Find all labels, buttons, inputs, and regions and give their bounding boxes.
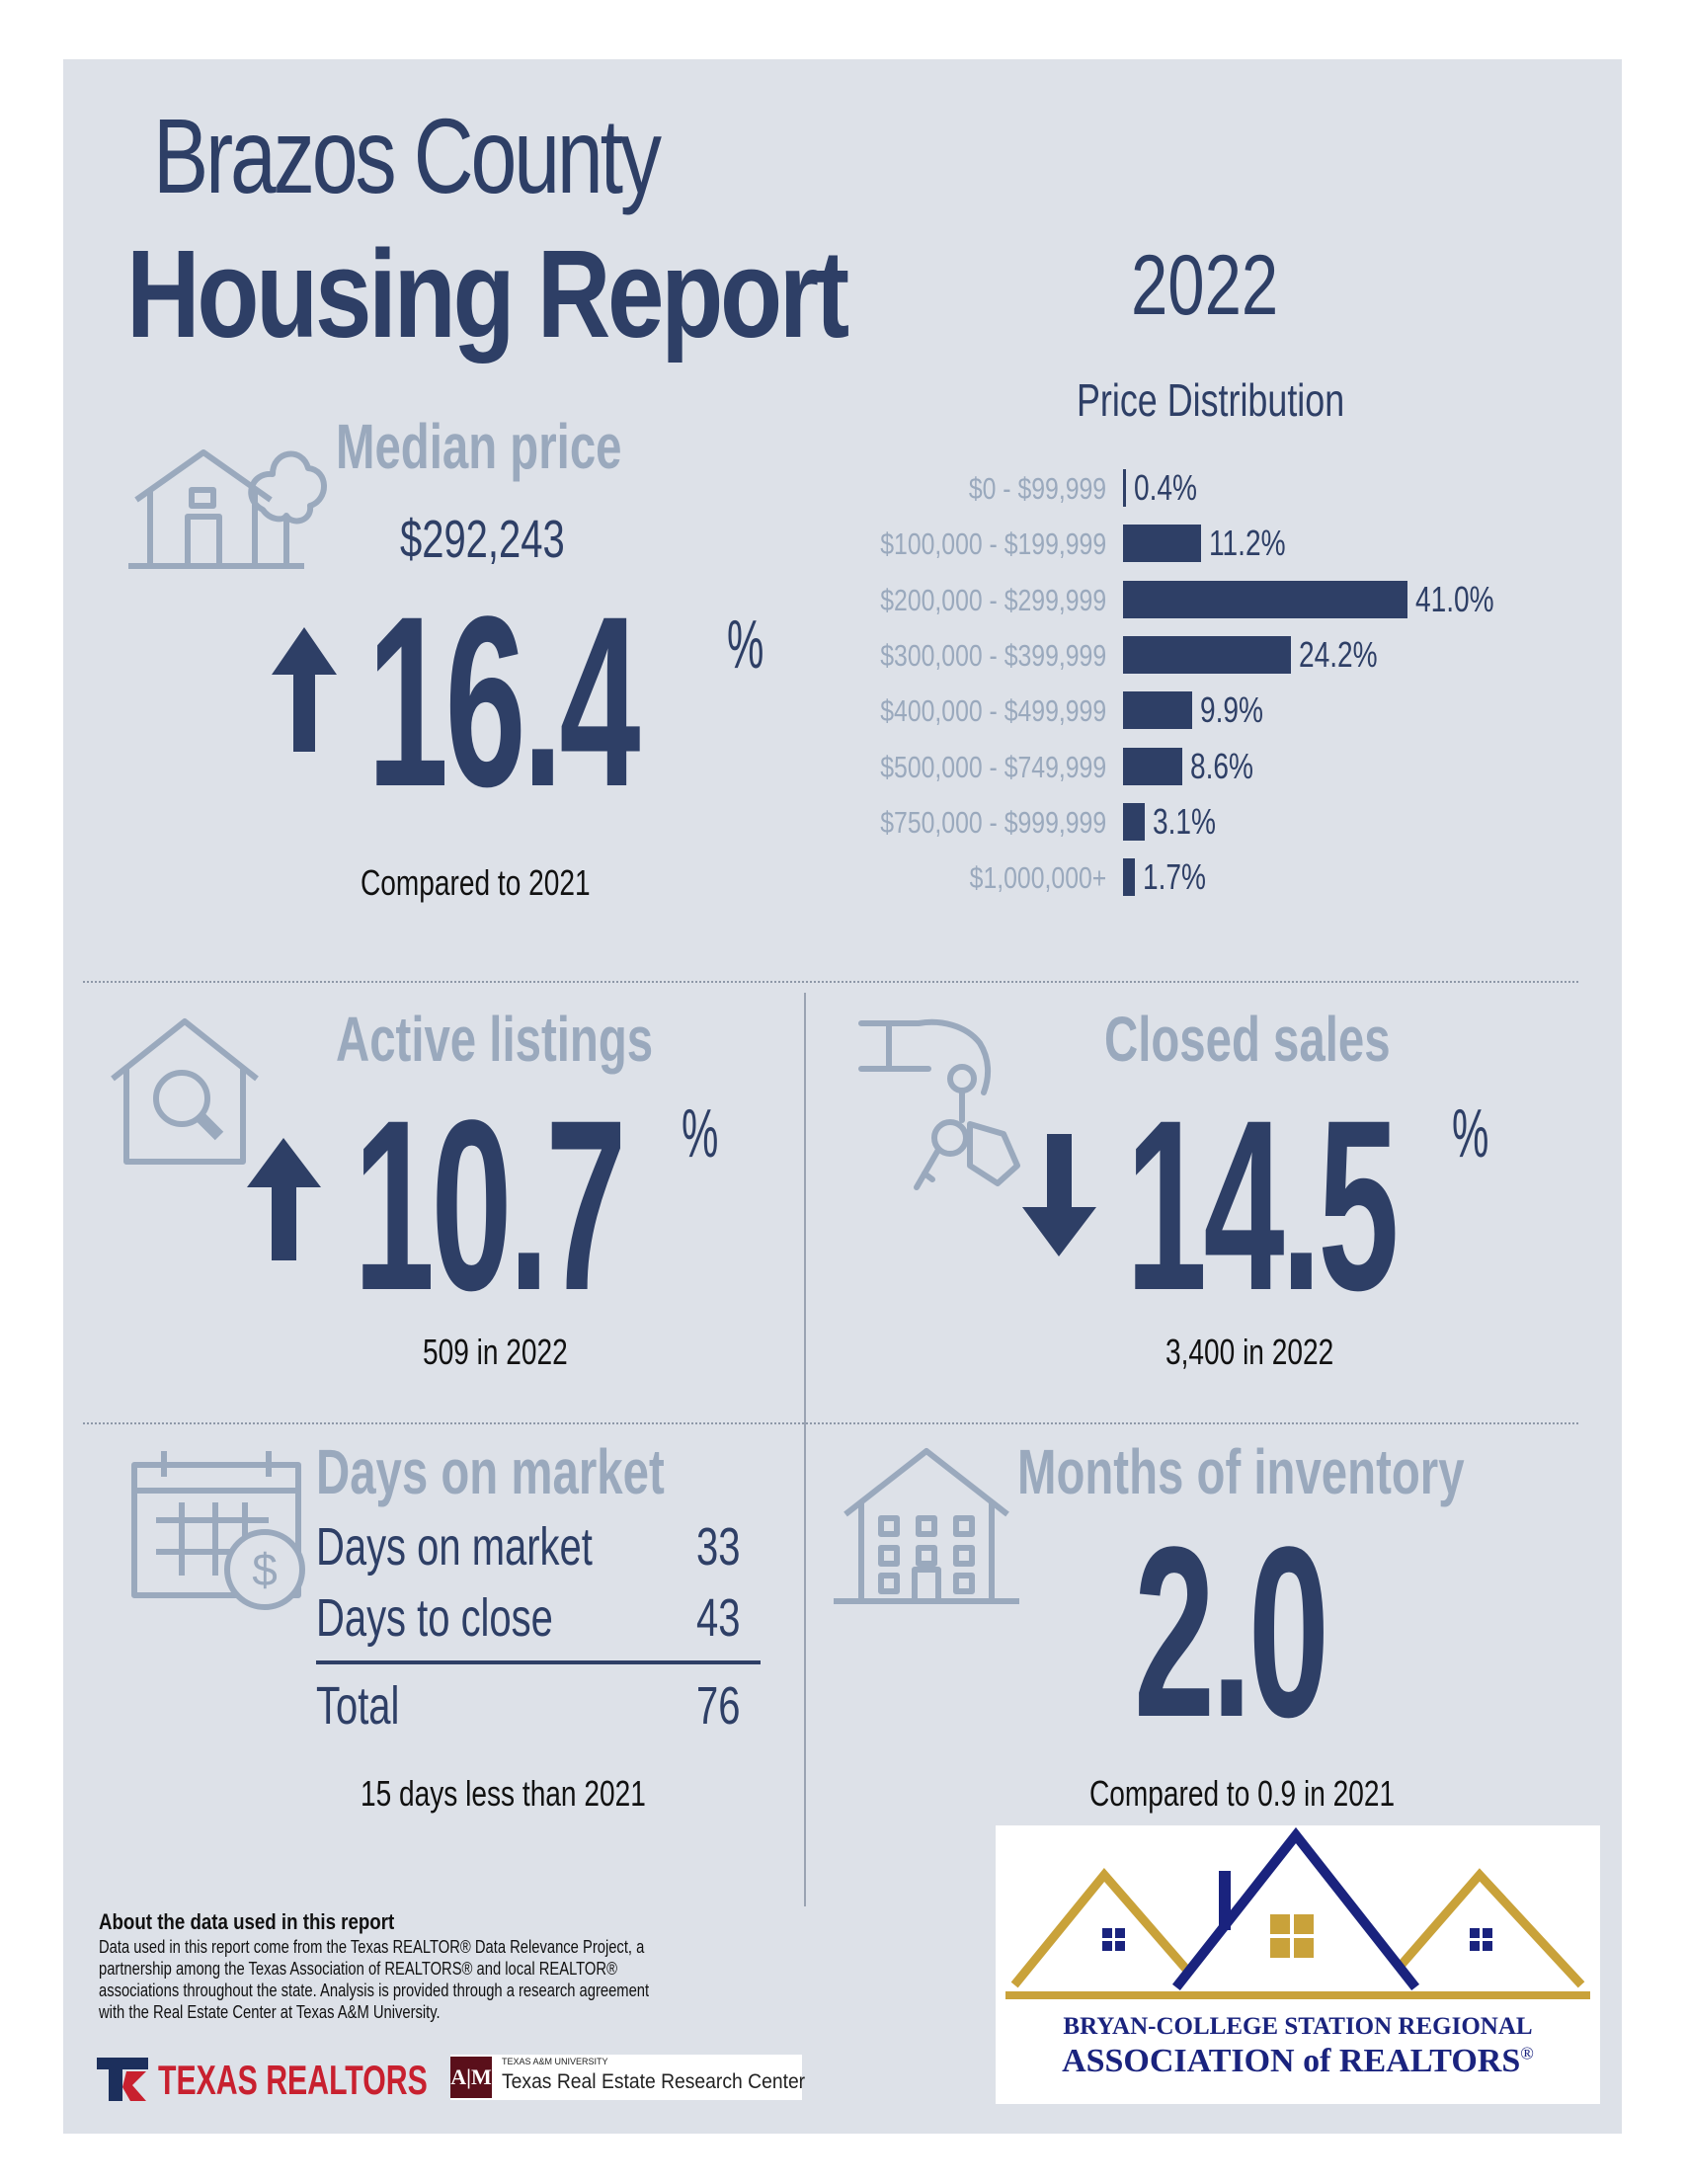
arrow-up-icon [272, 627, 337, 752]
bcs-logo-line2-text: ASSOCIATION of REALTORS [1062, 2043, 1521, 2079]
about-line-2: partnership among the Texas Association … [99, 1959, 617, 1979]
price-distribution-value-label: 9.9% [1199, 689, 1263, 731]
bcs-logo-line1: BRYAN-COLLEGE STATION REGIONAL [1063, 2013, 1533, 2040]
dom-row-value-1: 33 [696, 1517, 741, 1577]
about-line-3: associations throughout the state. Analy… [99, 1981, 650, 2000]
price-range-label: $750,000 - $999,999 [0, 805, 1106, 841]
price-range-label-text: $200,000 - $299,999 [880, 582, 1106, 617]
price-range-label: $200,000 - $299,999 [0, 583, 1106, 618]
months-inventory-heading: Months of inventory [1017, 1436, 1465, 1507]
report-year: 2022 [1131, 238, 1279, 333]
bcs-logo-line2: ASSOCIATION of REALTORS® [996, 2043, 1600, 2080]
dom-total-rule [316, 1660, 761, 1664]
price-range-label: $300,000 - $399,999 [0, 638, 1106, 674]
page-title-line1: Brazos County [153, 96, 662, 215]
price-distribution-bar [1123, 802, 1145, 841]
dom-row-value-2: 43 [696, 1588, 741, 1648]
divider-vertical [804, 993, 806, 1906]
dom-row-label-1: Days on market [316, 1517, 593, 1577]
texas-realtors-logo-text: TEXAS REALTORS [158, 2057, 428, 2103]
divider-horizontal-1 [83, 981, 1578, 983]
tamu-center-text: Texas Real Estate Research Center [502, 2070, 806, 2093]
price-range-label-text: $750,000 - $999,999 [880, 804, 1106, 840]
price-distribution-value-label: 8.6% [1190, 745, 1254, 786]
about-heading: About the data used in this report [99, 1909, 395, 1934]
bcs-association-logo: BRYAN-COLLEGE STATION REGIONAL ASSOCIATI… [996, 1825, 1600, 2104]
months-inventory-value: 2.0 [1134, 1496, 1329, 1768]
closed-sales-percent-sign: % [1452, 1094, 1489, 1172]
calendar-dollar-icon: $ [131, 1451, 305, 1610]
closed-sales-heading: Closed sales [1104, 1004, 1391, 1075]
dom-total-label: Total [316, 1676, 400, 1736]
price-range-label-text: $500,000 - $749,999 [880, 749, 1106, 784]
arrow-down-icon [1022, 1134, 1096, 1256]
active-listings-percent-sign: % [682, 1094, 719, 1172]
price-distribution-bar [1123, 525, 1201, 563]
hand-key-icon [858, 1018, 1020, 1190]
median-price-value: $292,243 [400, 510, 565, 569]
page-title-line2: Housing Report [126, 224, 849, 364]
price-distribution-bar [1123, 580, 1407, 618]
price-distribution-value-label: 11.2% [1208, 523, 1286, 564]
price-range-label-text: $100,000 - $199,999 [880, 526, 1106, 562]
report-card [63, 59, 1622, 2134]
apartment-building-icon [834, 1448, 1019, 1604]
price-range-label-text: $0 - $99,999 [968, 471, 1106, 506]
price-distribution-title: Price Distribution [1077, 374, 1345, 426]
arrow-up-icon [247, 1138, 321, 1260]
bcs-registered-mark: ® [1520, 2043, 1534, 2063]
price-range-label-text: $1,000,000+ [969, 860, 1106, 896]
dom-total-value: 76 [696, 1676, 741, 1736]
closed-sales-note: 3,400 in 2022 [1165, 1332, 1334, 1372]
median-price-heading: Median price [336, 411, 622, 482]
tamu-mark-icon: A|M [450, 2057, 492, 2098]
price-range-label-text: $400,000 - $499,999 [880, 693, 1106, 729]
price-distribution-value-label: 24.2% [1298, 633, 1378, 675]
active-listings-note: 509 in 2022 [423, 1332, 568, 1372]
price-range-label: $500,000 - $749,999 [0, 750, 1106, 785]
price-distribution-value-label: 1.7% [1142, 856, 1206, 898]
tamu-small-text: TEXAS A&M UNIVERSITY [502, 2057, 608, 2066]
price-distribution-bar [1123, 858, 1135, 897]
house-search-icon [111, 1018, 259, 1165]
price-distribution-value-label: 41.0% [1415, 578, 1494, 619]
divider-horizontal-2 [83, 1422, 1578, 1424]
price-range-label: $100,000 - $199,999 [0, 526, 1106, 562]
active-listings-change: 10.7 [354, 1070, 626, 1341]
days-on-market-note: 15 days less than 2021 [361, 1773, 646, 1814]
price-distribution-value-label: 0.4% [1134, 467, 1198, 508]
median-price-comparison: Compared to 2021 [361, 862, 591, 903]
price-distribution-bar [1123, 747, 1183, 785]
price-distribution-bar [1123, 635, 1291, 674]
about-line-4: with the Real Estate Center at Texas A&M… [99, 2002, 441, 2022]
months-inventory-note: Compared to 0.9 in 2021 [1089, 1773, 1396, 1814]
price-distribution-bar [1123, 469, 1126, 507]
svg-text:$: $ [252, 1544, 278, 1595]
price-range-label: $1,000,000+ [0, 860, 1106, 896]
price-range-label: $400,000 - $499,999 [0, 693, 1106, 729]
price-distribution-value-label: 3.1% [1152, 800, 1216, 842]
bcs-roofs-icon [1005, 1826, 1590, 1999]
median-price-percent-sign: % [727, 606, 764, 683]
about-text: Data used in this report come from the T… [99, 1936, 649, 2023]
house-tree-icon [128, 449, 327, 569]
tamu-logo: A|M TEXAS A&M UNIVERSITY Texas Real Esta… [450, 2055, 806, 2100]
dom-row-label-2: Days to close [316, 1588, 553, 1648]
texas-realtors-logo-mark [97, 2058, 148, 2101]
median-price-change: 16.4 [367, 566, 640, 838]
closed-sales-change: 14.5 [1126, 1070, 1399, 1341]
active-listings-heading: Active listings [336, 1004, 654, 1075]
days-on-market-heading: Days on market [316, 1436, 665, 1507]
price-distribution-bar [1123, 691, 1192, 730]
about-line-1: Data used in this report come from the T… [99, 1937, 645, 1957]
price-range-label: $0 - $99,999 [0, 471, 1106, 507]
price-range-label-text: $300,000 - $399,999 [880, 637, 1106, 673]
